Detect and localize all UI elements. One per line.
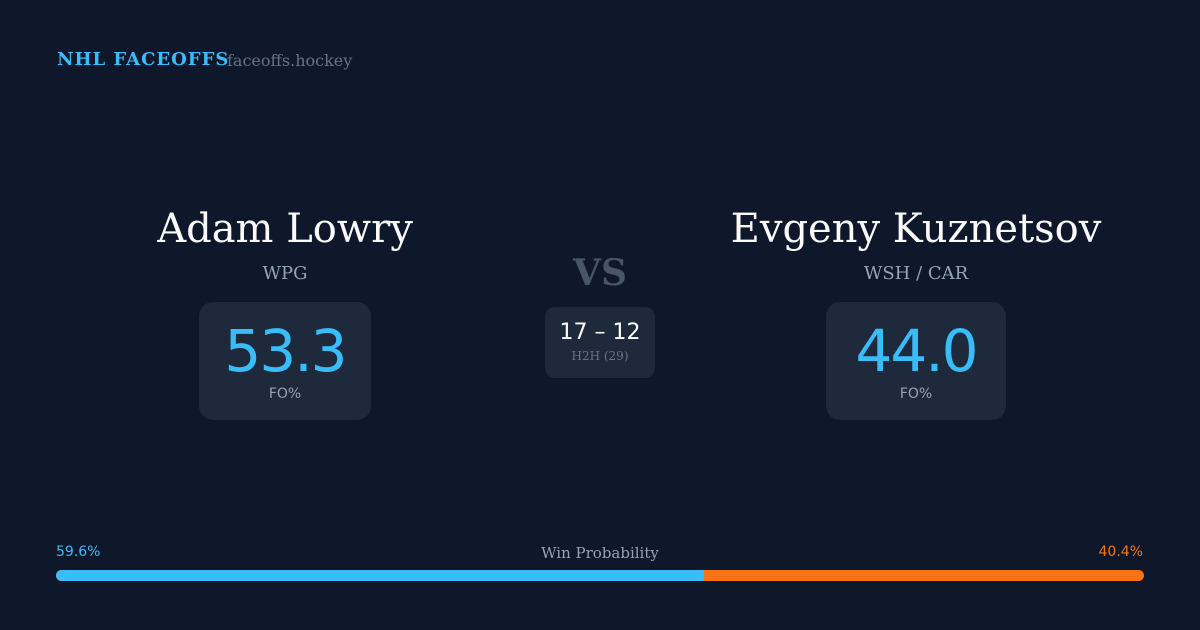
right-fo-value: 44.0 (855, 317, 978, 385)
left-player-team: WPG (262, 263, 308, 284)
left-fo-label: FO% (268, 386, 302, 402)
left-fo-card: 53.3 FO% (199, 302, 371, 420)
brand-title: NHL FACEOFFS (57, 49, 230, 70)
vs-label: VS (573, 252, 627, 294)
h2h-score: 17 – 12 (559, 320, 641, 345)
h2h-card: 17 – 12 H2H (29) (545, 307, 655, 378)
win-probability-bar (56, 570, 1144, 581)
right-fo-card: 44.0 FO% (826, 302, 1006, 420)
site-url: faceoffs.hockey (227, 51, 353, 70)
left-fo-value: 53.3 (224, 317, 347, 385)
left-win-pct: 59.6% (56, 544, 101, 560)
left-win-fill (56, 570, 705, 581)
right-player-name: Evgeny Kuznetsov (730, 206, 1102, 252)
left-player-name: Adam Lowry (157, 206, 413, 252)
win-probability-label: Win Probability (541, 544, 659, 562)
right-fo-label: FO% (899, 386, 933, 402)
h2h-label: H2H (29) (571, 349, 629, 363)
right-player-team: WSH / CAR (863, 263, 969, 284)
right-win-pct: 40.4% (1098, 544, 1143, 560)
